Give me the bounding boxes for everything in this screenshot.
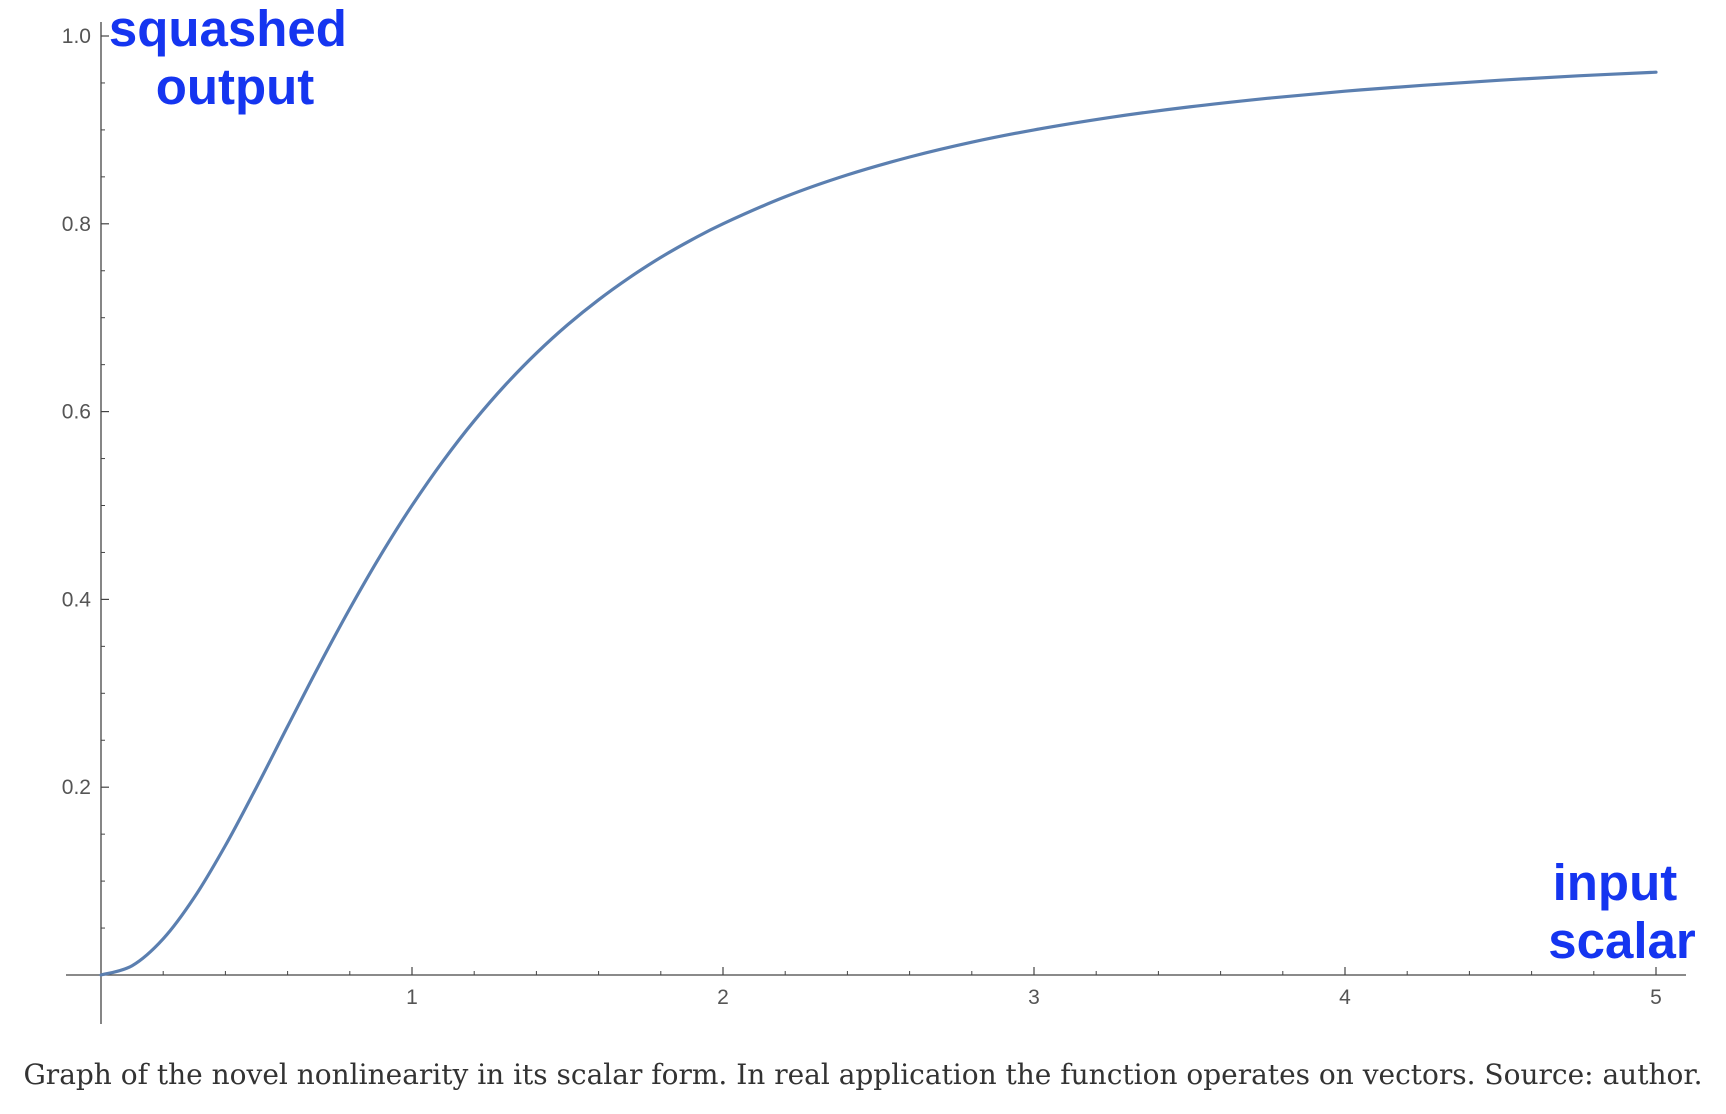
y-axis-label-line-2: output [156,58,315,115]
y-tick-label: 0.6 [62,401,91,424]
series-layer [99,70,1658,977]
x-tick-label: 5 [1650,986,1662,1009]
x-tick-label: 2 [717,986,729,1009]
x-tick-label: 4 [1339,986,1351,1009]
ticks: 1 2 3 4 5 0.2 0.4 0.6 0.8 1.0 [62,25,1662,1009]
chart: 1 2 3 4 5 0.2 0.4 0.6 0.8 1.0 squashed output inp… [62,0,1696,1024]
y-axis-label: squashed output [109,0,361,115]
y-tick-label: 0.8 [62,213,91,236]
x-axis-label-line-2: scalar [1548,912,1696,969]
y-axis-label-line-1: squashed [109,0,347,57]
series-line-0 [99,70,1658,977]
figure-caption: Graph of the novel nonlinearity in its s… [23,1058,1703,1091]
y-tick-label: 1.0 [62,25,91,48]
x-axis-label-line-1: input [1553,854,1678,911]
axes [66,22,1686,1024]
x-tick-label: 1 [406,986,418,1009]
x-axis-label: input scalar [1548,854,1696,969]
y-tick-label: 0.2 [62,776,91,799]
y-tick-label: 0.4 [62,588,92,611]
x-tick-label: 3 [1028,986,1040,1009]
